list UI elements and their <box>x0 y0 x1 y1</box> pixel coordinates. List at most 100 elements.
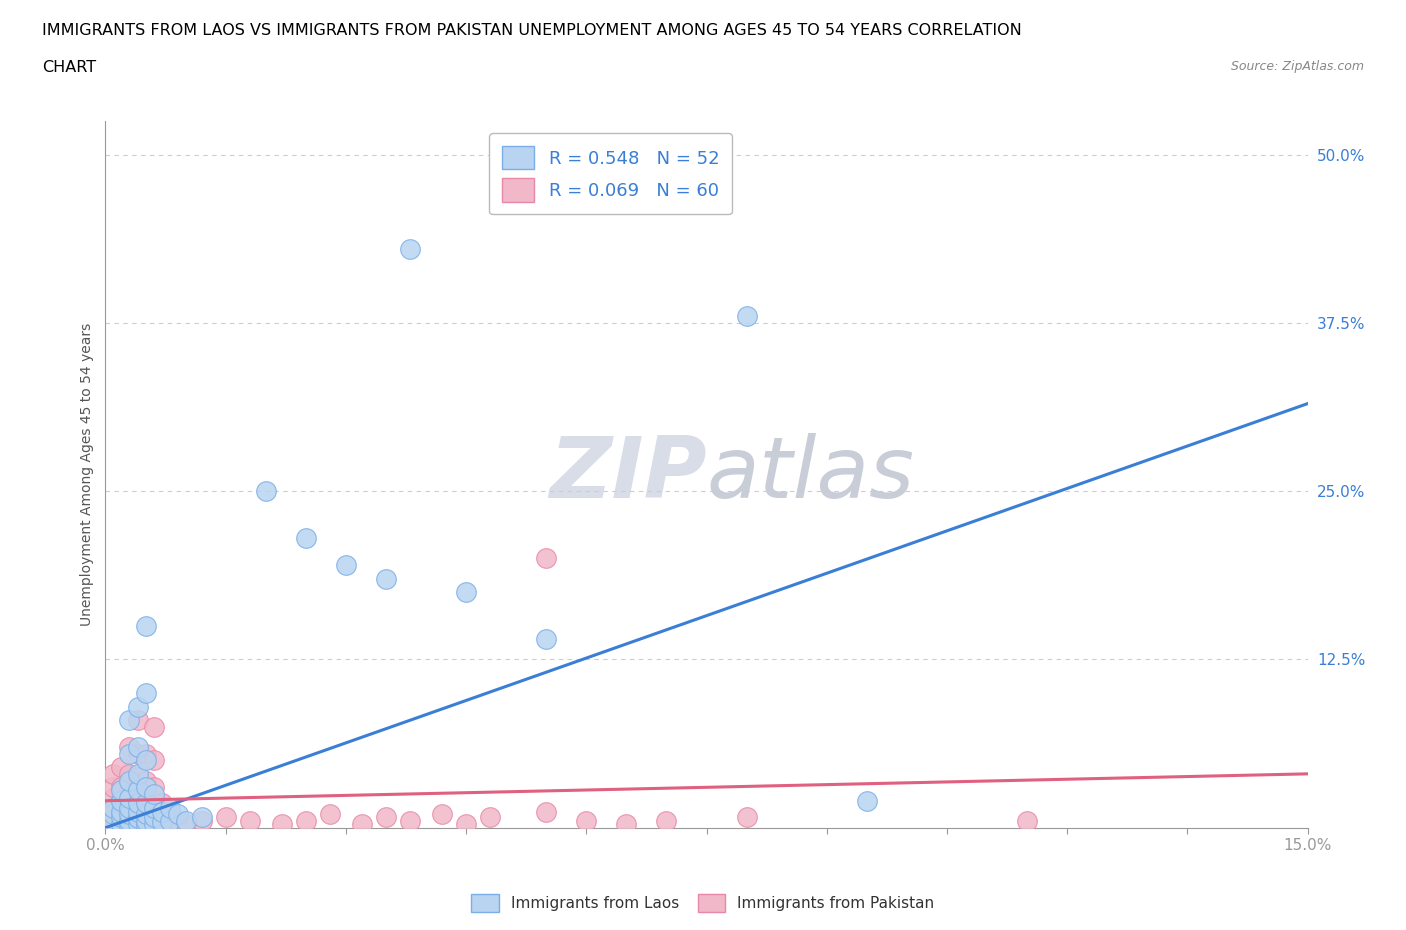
Point <box>399 242 422 257</box>
Point <box>142 814 165 829</box>
Point <box>110 811 132 826</box>
Point <box>110 817 132 832</box>
Point <box>159 807 181 822</box>
Point <box>295 814 318 829</box>
Point <box>335 558 357 573</box>
Point <box>166 807 188 822</box>
Point <box>142 719 165 734</box>
Point <box>127 739 149 754</box>
Point <box>118 814 141 829</box>
Point <box>118 773 141 788</box>
Point <box>127 796 149 811</box>
Point <box>534 631 557 646</box>
Point <box>479 809 502 824</box>
Point <box>855 793 877 808</box>
Point <box>127 782 149 797</box>
Point <box>142 800 165 815</box>
Point <box>270 817 292 831</box>
Text: atlas: atlas <box>707 432 914 516</box>
Point <box>103 790 125 805</box>
Point <box>142 787 165 802</box>
Point <box>166 814 188 829</box>
Point <box>118 790 141 805</box>
Point <box>374 571 398 586</box>
Point <box>127 800 149 815</box>
Point <box>135 685 157 700</box>
Point <box>454 585 477 600</box>
Text: Source: ZipAtlas.com: Source: ZipAtlas.com <box>1230 60 1364 73</box>
Point <box>127 699 149 714</box>
Point <box>127 712 149 727</box>
Point <box>127 787 149 802</box>
Y-axis label: Unemployment Among Ages 45 to 54 years: Unemployment Among Ages 45 to 54 years <box>80 323 94 626</box>
Point <box>254 484 277 498</box>
Point <box>103 800 125 815</box>
Point <box>118 800 141 815</box>
Point <box>150 804 173 819</box>
Point <box>430 807 453 822</box>
Point <box>135 796 157 811</box>
Point <box>575 814 598 829</box>
Point <box>655 814 678 829</box>
Point <box>110 817 132 831</box>
Point <box>135 817 157 831</box>
Point <box>142 780 165 795</box>
Point <box>214 809 236 824</box>
Point <box>118 739 141 754</box>
Point <box>159 800 181 815</box>
Point <box>127 811 149 826</box>
Point <box>190 809 212 824</box>
Point <box>319 807 342 822</box>
Point <box>127 809 149 824</box>
Point <box>616 817 638 831</box>
Point <box>150 796 173 811</box>
Legend: R = 0.548   N = 52, R = 0.069   N = 60: R = 0.548 N = 52, R = 0.069 N = 60 <box>489 134 731 214</box>
Point <box>1017 814 1039 829</box>
Point <box>135 807 157 822</box>
Point <box>110 780 132 795</box>
Point <box>142 809 165 824</box>
Point <box>135 814 157 829</box>
Point <box>399 814 422 829</box>
Point <box>135 780 157 795</box>
Point <box>118 782 141 797</box>
Point <box>295 531 318 546</box>
Point <box>127 766 149 781</box>
Point <box>110 804 132 819</box>
Point <box>127 769 149 784</box>
Point <box>103 807 125 822</box>
Point <box>174 817 197 831</box>
Point <box>103 814 125 829</box>
Text: CHART: CHART <box>42 60 96 75</box>
Point <box>118 817 141 832</box>
Point <box>150 814 173 829</box>
Point <box>118 766 141 781</box>
Point <box>118 807 141 822</box>
Point <box>103 800 125 815</box>
Text: ZIP: ZIP <box>548 432 707 516</box>
Point <box>142 753 165 768</box>
Point <box>118 807 141 822</box>
Point <box>118 712 141 727</box>
Point <box>103 780 125 795</box>
Point <box>110 793 132 808</box>
Point <box>127 817 149 831</box>
Point <box>127 817 149 831</box>
Point <box>110 803 132 817</box>
Point <box>110 809 132 824</box>
Point <box>135 746 157 761</box>
Point <box>534 551 557 565</box>
Point <box>110 782 132 797</box>
Point <box>190 814 212 829</box>
Point <box>103 809 125 824</box>
Point <box>103 817 125 831</box>
Point <box>159 814 181 829</box>
Point <box>735 809 758 824</box>
Point <box>239 814 262 829</box>
Legend: Immigrants from Laos, Immigrants from Pakistan: Immigrants from Laos, Immigrants from Pa… <box>465 888 941 918</box>
Point <box>110 793 132 808</box>
Point <box>135 817 157 832</box>
Point <box>118 796 141 811</box>
Point <box>118 814 141 829</box>
Point <box>350 817 373 831</box>
